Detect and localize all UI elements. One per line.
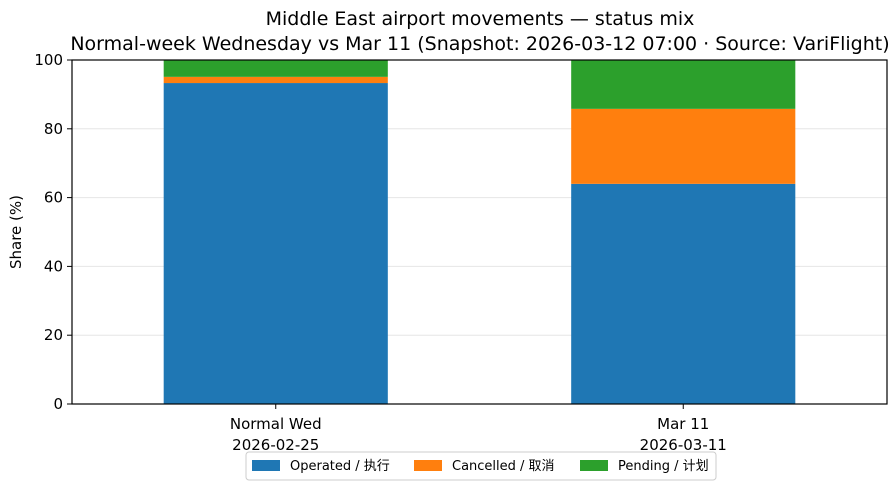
legend-label: Cancelled / 取消 — [452, 459, 555, 474]
bar-segment-cancelled — [163, 76, 388, 84]
x-tick-label: Normal Wed — [230, 415, 322, 433]
axes-layer: 0 20 40 60 80 100 Normal Wed 2026-02-25 Mar 11 20… — [34, 51, 888, 454]
chart-subtitle: Normal-week Wednesday vs Mar 11 (Snapsho… — [70, 33, 889, 55]
bars-layer — [163, 60, 796, 404]
y-tick-label: 60 — [44, 189, 63, 207]
legend-box — [245, 451, 717, 481]
bar-segment-pending — [163, 60, 388, 77]
bar-segment-operated — [571, 183, 796, 404]
chart-title: Middle East airport movements — status m… — [266, 8, 695, 30]
x-tick-sublabel: 2026-03-11 — [640, 436, 727, 454]
legend-swatch — [580, 460, 608, 471]
y-tick-label: 40 — [44, 257, 63, 275]
y-tick-label: 0 — [53, 395, 63, 413]
x-tick-label: Mar 11 — [657, 415, 709, 433]
legend-label: Operated / 执行 — [290, 459, 390, 474]
y-tick-label: 80 — [44, 120, 63, 138]
x-tick-sublabel: 2026-02-25 — [232, 436, 319, 454]
y-tick-label: 20 — [44, 326, 63, 344]
bar-segment-operated — [163, 83, 388, 404]
y-axis-label: Share (%) — [7, 195, 25, 269]
legend-swatch — [414, 460, 442, 471]
legend: Operated / 执行 Cancelled / 取消 Pending / 计划 — [245, 451, 717, 481]
bar-segment-cancelled — [571, 108, 796, 184]
y-tick-label: 100 — [34, 51, 63, 69]
legend-swatch — [252, 460, 280, 471]
bar-segment-pending — [571, 60, 796, 109]
legend-label: Pending / 计划 — [618, 459, 709, 474]
plot-frame — [71, 59, 888, 405]
